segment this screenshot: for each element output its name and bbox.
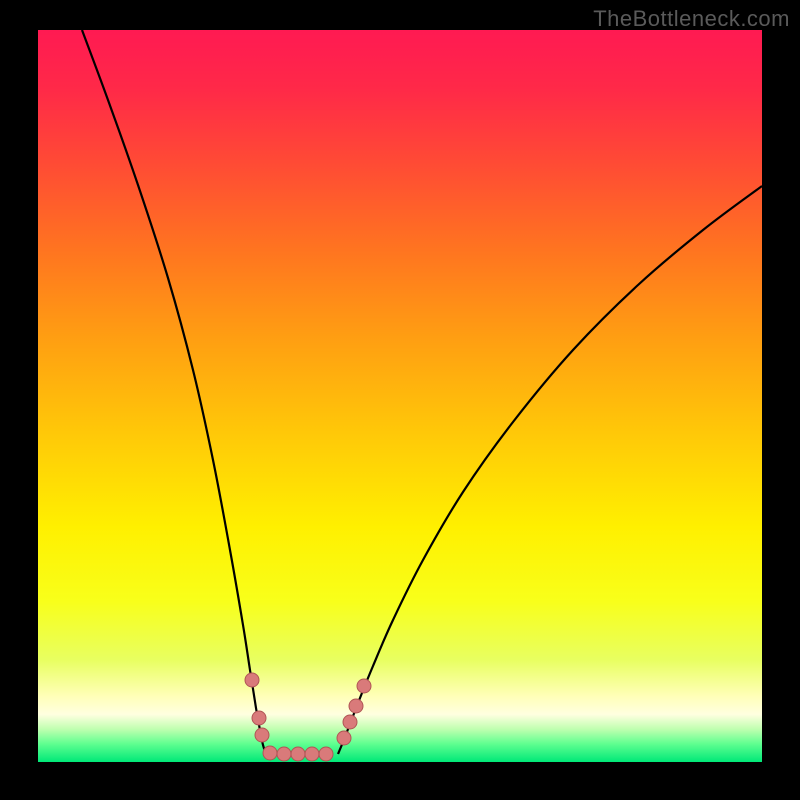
plot-area bbox=[38, 30, 762, 762]
gradient-background bbox=[38, 30, 762, 762]
watermark-text: TheBottleneck.com bbox=[593, 6, 790, 32]
